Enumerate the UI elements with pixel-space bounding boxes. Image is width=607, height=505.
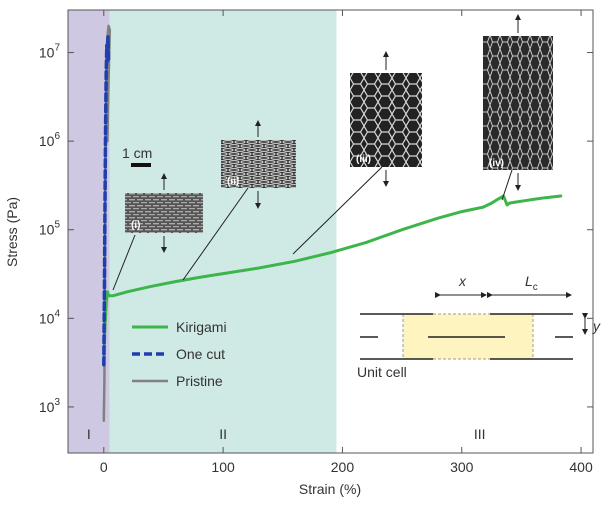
inset-iv-label: (iv) xyxy=(489,158,504,169)
leader-line-ii xyxy=(182,187,249,281)
inset-i-image xyxy=(125,193,203,233)
x-tick-label: 300 xyxy=(450,459,474,475)
leader-line-iii xyxy=(292,166,383,255)
x-dimension-label: x xyxy=(458,273,467,289)
plot-frame xyxy=(67,9,594,454)
y-dimension-label: y xyxy=(592,318,601,334)
region-I-label: I xyxy=(87,426,91,442)
scale-bar-label: 1 cm xyxy=(122,145,152,161)
region-II-label: II xyxy=(219,426,227,442)
legend: Kirigami One cut Pristine xyxy=(132,319,227,389)
y-tick-label: 105 xyxy=(39,220,61,238)
inset-iii: (iii) xyxy=(350,51,422,187)
inset-i: 1 cm (i) xyxy=(122,145,203,253)
legend-label-one-cut: One cut xyxy=(176,346,225,362)
inset-iv: (iv) xyxy=(483,14,553,191)
inset-ii-image xyxy=(221,140,296,188)
inset-iii-label: (iii) xyxy=(356,154,371,165)
inset-ii: (ii) xyxy=(221,120,296,209)
y-axis-ticks: 103 104 105 106 107 xyxy=(39,43,593,415)
inset-i-label: (i) xyxy=(131,220,140,231)
x-axis-title: Strain (%) xyxy=(299,481,361,497)
leader-line-i xyxy=(112,234,136,291)
x-axis-ticks: 0 100 200 300 400 xyxy=(100,10,593,475)
x-tick-label: 0 xyxy=(100,459,108,475)
leader-line-iv xyxy=(501,169,513,201)
inset-iii-image xyxy=(350,73,422,167)
region-III-label: III xyxy=(474,426,486,442)
y-tick-label: 104 xyxy=(39,308,61,326)
series-line-kirigami xyxy=(102,194,563,367)
y-axis-title: Stress (Pa) xyxy=(4,197,20,267)
series-group xyxy=(102,24,563,422)
inset-iv-image xyxy=(483,36,553,170)
region-I-band xyxy=(68,10,110,453)
inset-ii-label: (ii) xyxy=(227,176,239,187)
legend-label-pristine: Pristine xyxy=(176,373,223,389)
scale-bar xyxy=(131,163,151,167)
series-line-one-cut xyxy=(102,35,111,367)
unit-cell-caption: Unit cell xyxy=(357,364,407,380)
inset-leader-lines xyxy=(112,166,513,291)
x-tick-label: 200 xyxy=(331,459,355,475)
x-tick-label: 100 xyxy=(211,459,235,475)
y-tick-label: 103 xyxy=(39,397,61,415)
legend-label-kirigami: Kirigami xyxy=(176,319,227,335)
unit-cell-diagram: x Lc y Unit cell xyxy=(357,273,601,380)
lc-dimension-label: Lc xyxy=(525,273,538,293)
x-tick-label: 400 xyxy=(569,459,593,475)
y-tick-label: 106 xyxy=(39,131,61,149)
y-tick-label: 107 xyxy=(39,43,61,61)
